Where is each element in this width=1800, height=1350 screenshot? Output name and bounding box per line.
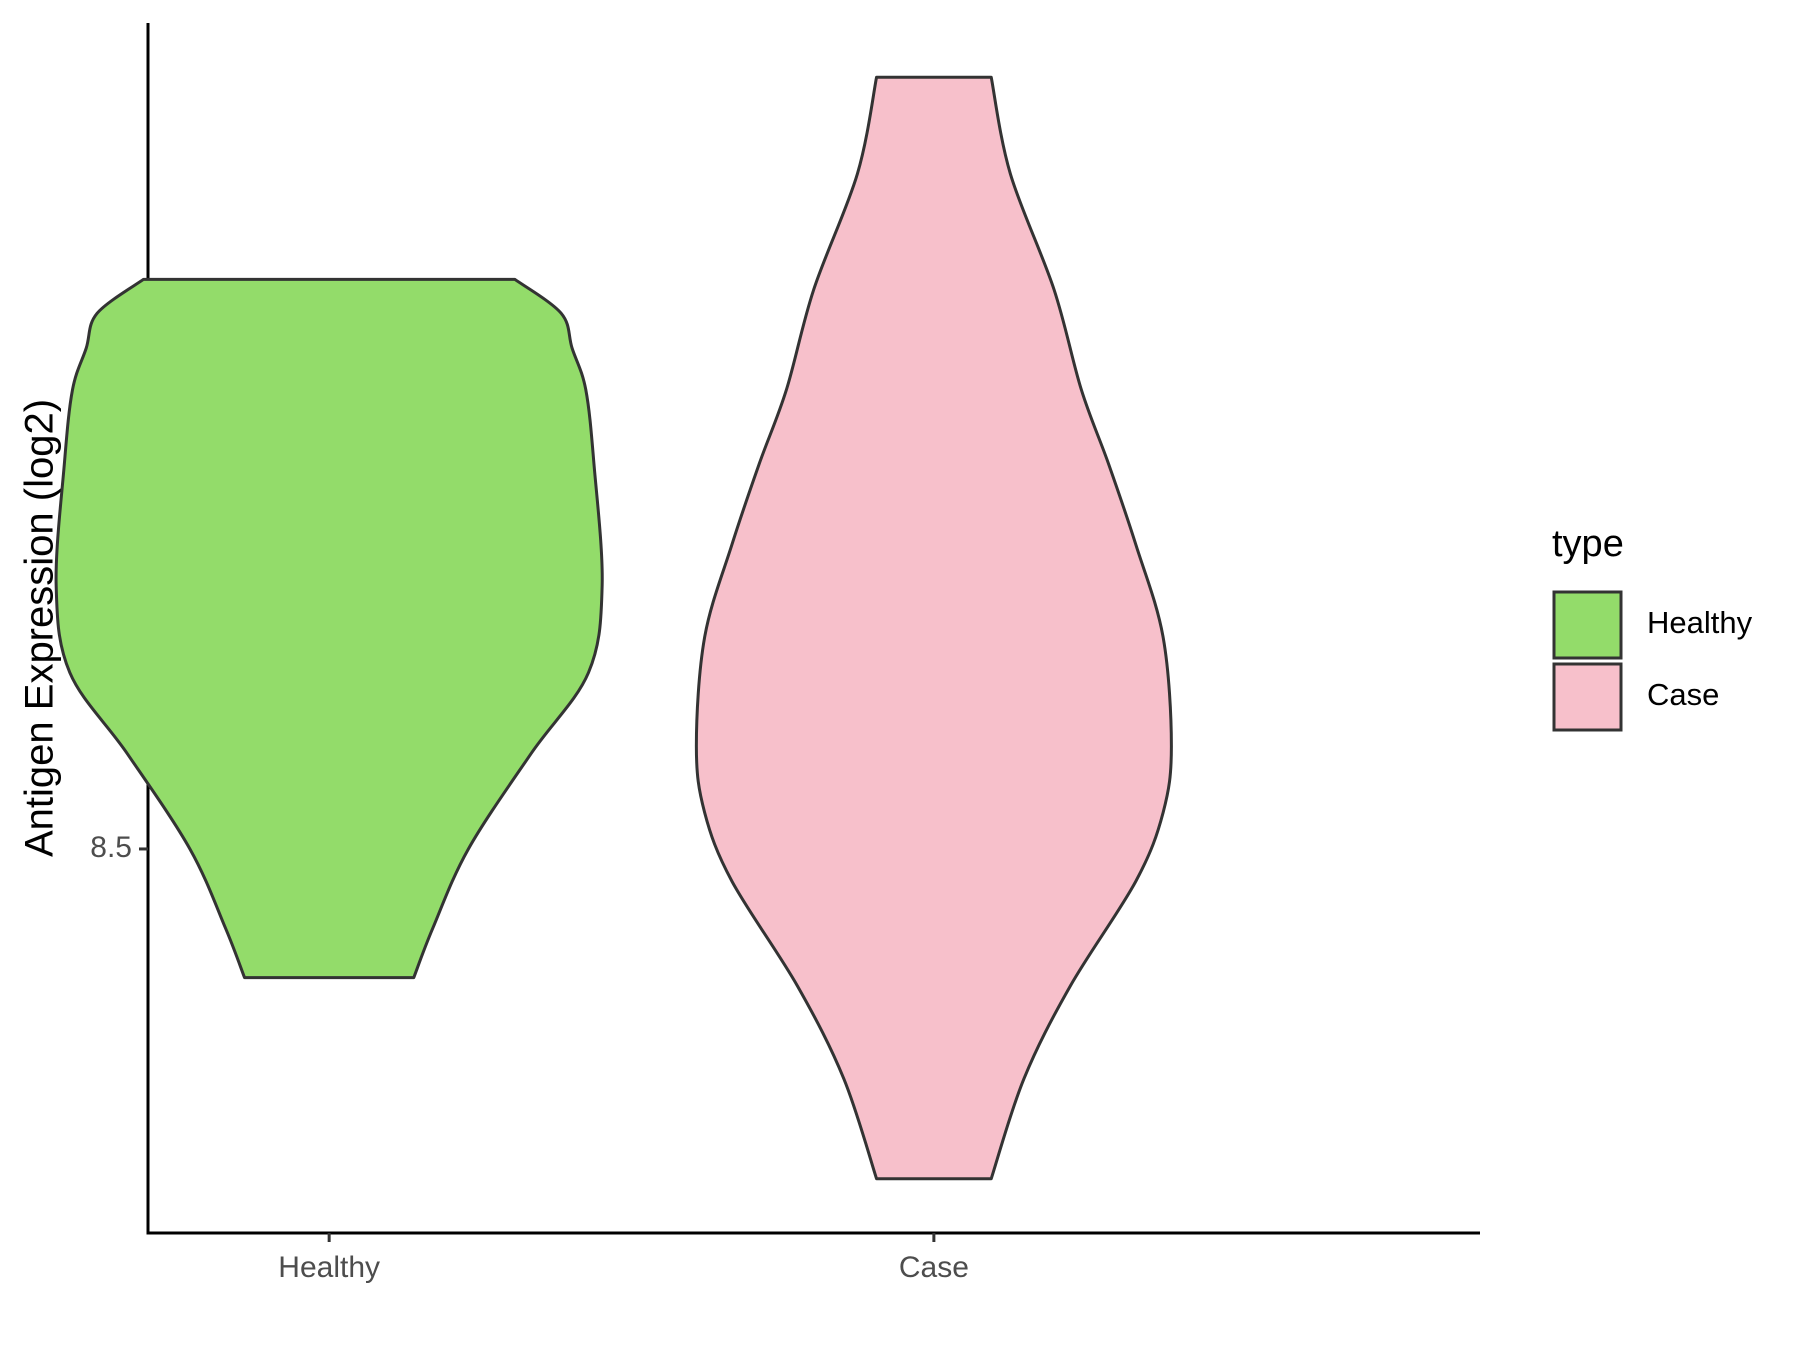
legend-key xyxy=(1552,590,1623,660)
x-tick-label: Healthy xyxy=(278,1251,380,1284)
y-axis-title: Antigen Expression (log2) xyxy=(18,399,62,857)
x-tick-label: Case xyxy=(899,1251,969,1284)
violin xyxy=(54,277,604,980)
legend-label: Healthy xyxy=(1647,605,1753,640)
violin xyxy=(694,75,1173,1181)
legend-title: type xyxy=(1552,523,1624,565)
y-tick-label: 8.5 xyxy=(90,831,132,864)
legend-key xyxy=(1552,662,1623,732)
legend-label: Case xyxy=(1647,677,1719,712)
